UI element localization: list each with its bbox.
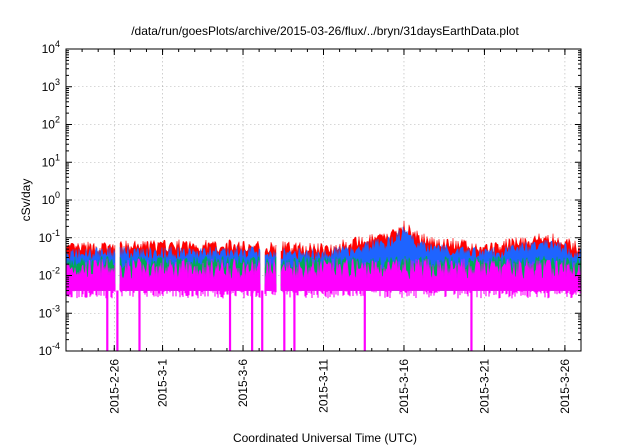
magenta-dropout <box>363 290 366 351</box>
y-tick-label: 101 <box>42 152 60 169</box>
magenta-dropout <box>116 290 119 351</box>
x-tick-label: 2015-3-6 <box>236 359 250 407</box>
plot-area <box>65 220 582 351</box>
x-tick-label: 2015-3-16 <box>397 359 411 414</box>
x-tick-label: 2015-3-26 <box>558 359 572 414</box>
y-axis-label: cSv/day <box>19 179 33 222</box>
magenta-dropout <box>293 290 296 351</box>
x-axis-label: Coordinated Universal Time (UTC) <box>233 431 417 445</box>
magenta-lower-band <box>65 283 582 299</box>
chart-title: /data/run/goesPlots/archive/2015-03-26/f… <box>131 24 519 38</box>
axis-ticks <box>65 48 582 352</box>
series-area-3 <box>65 257 582 291</box>
x-axis-tick-labels: 2015-2-26 2015-3-1 2015-3-6 2015-3-11 2015-3… <box>107 359 572 414</box>
y-tick-label: 10-1 <box>39 228 60 245</box>
grid <box>66 49 581 351</box>
magenta-dropout <box>138 290 141 351</box>
x-tick-label: 2015-3-1 <box>156 359 170 407</box>
magenta-dropout <box>470 290 473 351</box>
magenta-dropout <box>261 290 264 351</box>
magenta-dropout <box>251 290 254 351</box>
x-tick-label: 2015-3-11 <box>317 359 331 413</box>
x-tick-label: 2015-3-21 <box>477 359 491 414</box>
x-tick-label: 2015-2-26 <box>107 359 121 414</box>
magenta-dropout <box>228 290 232 351</box>
y-tick-label: 100 <box>42 190 60 207</box>
y-axis-tick-labels: 10-4 10-3 10-2 10-1 100 101 102 103 104 <box>39 39 60 358</box>
magenta-dropout <box>283 290 286 351</box>
y-tick-label: 10-4 <box>39 341 60 358</box>
y-tick-label: 104 <box>42 39 60 56</box>
y-tick-label: 10-3 <box>39 303 60 320</box>
y-tick-label: 10-2 <box>39 266 60 283</box>
y-tick-label: 102 <box>42 115 60 132</box>
magenta-dropout <box>106 290 109 351</box>
y-tick-label: 103 <box>42 77 60 94</box>
